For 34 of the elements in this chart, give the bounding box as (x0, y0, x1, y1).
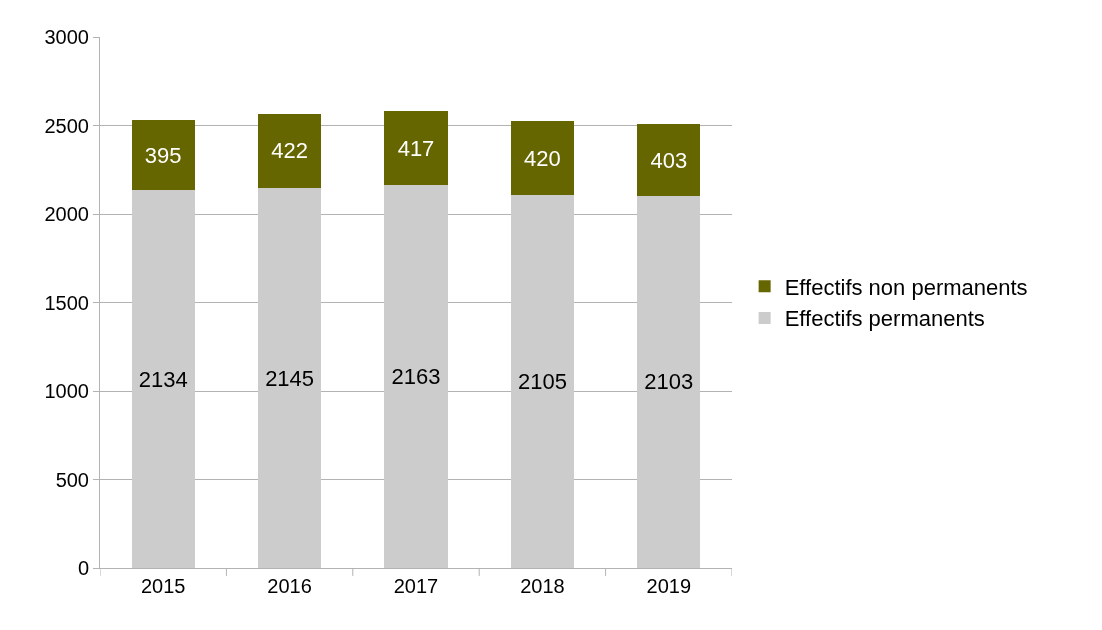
x-tick-label: 2016 (267, 575, 312, 597)
bar (131, 190, 195, 568)
legend-label: Effectifs permanents (784, 306, 985, 332)
y-tick-label: 2500 (44, 114, 89, 137)
y-tick-label: 1000 (44, 380, 89, 402)
y-tick-label: 2000 (44, 203, 89, 225)
y-tick-label: 500 (55, 468, 89, 491)
y-tick-label: 0 (77, 557, 89, 579)
bar (258, 188, 322, 568)
bar (637, 195, 701, 568)
data-label: 417 (397, 135, 435, 161)
x-tick-label: 2018 (520, 575, 565, 597)
data-label: 2103 (644, 369, 694, 395)
bar (510, 195, 574, 568)
y-tick-label: 1500 (44, 291, 89, 314)
data-label: 422 (271, 138, 308, 164)
data-label: 403 (650, 147, 688, 173)
data-label: 2163 (391, 364, 441, 390)
data-label: 420 (524, 145, 561, 171)
x-tick-label: 2019 (646, 575, 692, 597)
bar (637, 124, 701, 196)
x-tick-label: 2015 (140, 575, 186, 597)
bar (131, 120, 195, 191)
bar (384, 111, 448, 186)
data-label: 2134 (138, 366, 188, 392)
y-tick-label: 3000 (44, 26, 89, 48)
x-tick-label: 2017 (393, 575, 439, 597)
legend-label: Effectifs non permanents (784, 274, 1028, 300)
bar (384, 185, 448, 568)
data-label: 2105 (517, 369, 567, 395)
data-label: 395 (144, 142, 182, 168)
bar (258, 113, 322, 189)
data-label: 2145 (265, 365, 315, 391)
bar (510, 121, 574, 196)
